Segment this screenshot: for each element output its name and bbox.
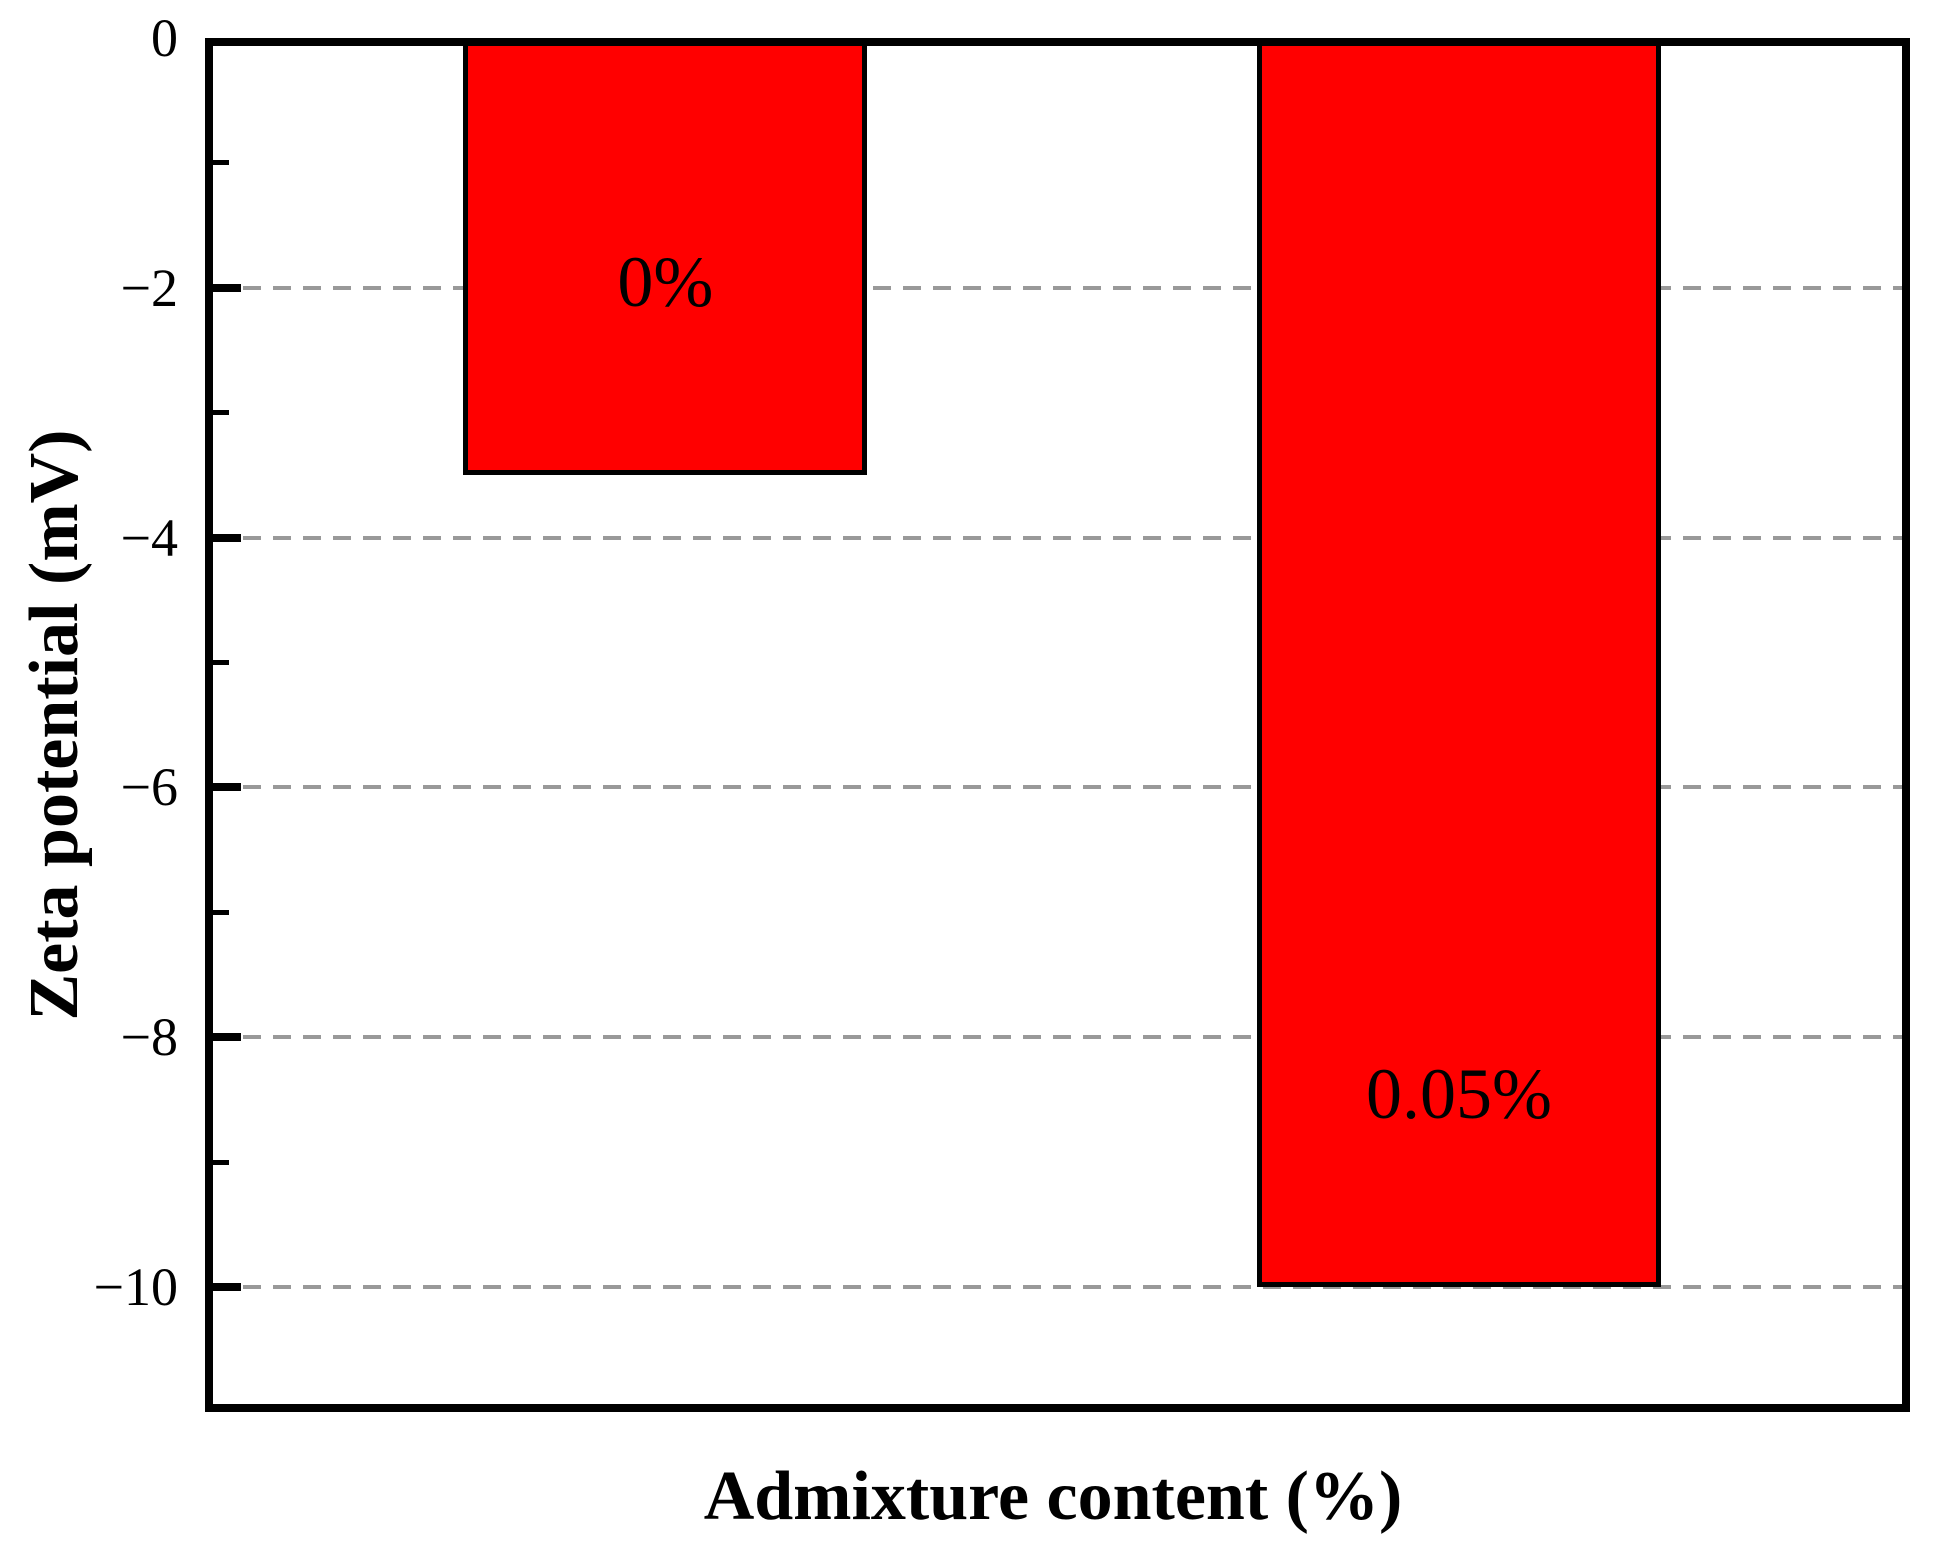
gridline [213, 785, 1902, 790]
y-tick-label: −4 [120, 507, 178, 568]
y-minor-tick [213, 1159, 229, 1165]
y-major-tick [213, 533, 241, 542]
y-minor-tick [213, 410, 229, 416]
y-tick-label: 0 [151, 8, 178, 68]
x-axis-title: Admixture content (%) [703, 1458, 1403, 1535]
bar-label: 0% [617, 242, 714, 323]
axis-spine-right [1902, 38, 1910, 1412]
y-major-tick [213, 783, 241, 792]
y-major-tick [213, 283, 241, 292]
gridline [213, 1285, 1902, 1290]
y-minor-tick [213, 160, 229, 166]
y-minor-tick [213, 660, 229, 666]
axis-spine-bottom [205, 1404, 1910, 1412]
axis-spine-left [205, 38, 213, 1412]
gridline [213, 535, 1902, 540]
y-tick-label: −6 [120, 757, 178, 818]
y-axis-title: Zeta potential (mV) [16, 429, 93, 1021]
bar: 0.05% [1256, 38, 1662, 1288]
plot-area: 0% 0.05% [205, 38, 1910, 1412]
gridline [213, 1035, 1902, 1040]
axis-spine-top [205, 38, 1910, 46]
y-major-tick [213, 1283, 241, 1292]
y-tick-label: −2 [120, 257, 178, 318]
y-minor-tick [213, 909, 229, 915]
y-tick-label: −10 [93, 1257, 178, 1318]
y-major-tick [213, 1033, 241, 1042]
gridline [213, 285, 1902, 290]
bar-label: 0.05% [1366, 1054, 1553, 1135]
bar: 0% [463, 38, 868, 476]
y-tick-label: −8 [120, 1007, 178, 1068]
